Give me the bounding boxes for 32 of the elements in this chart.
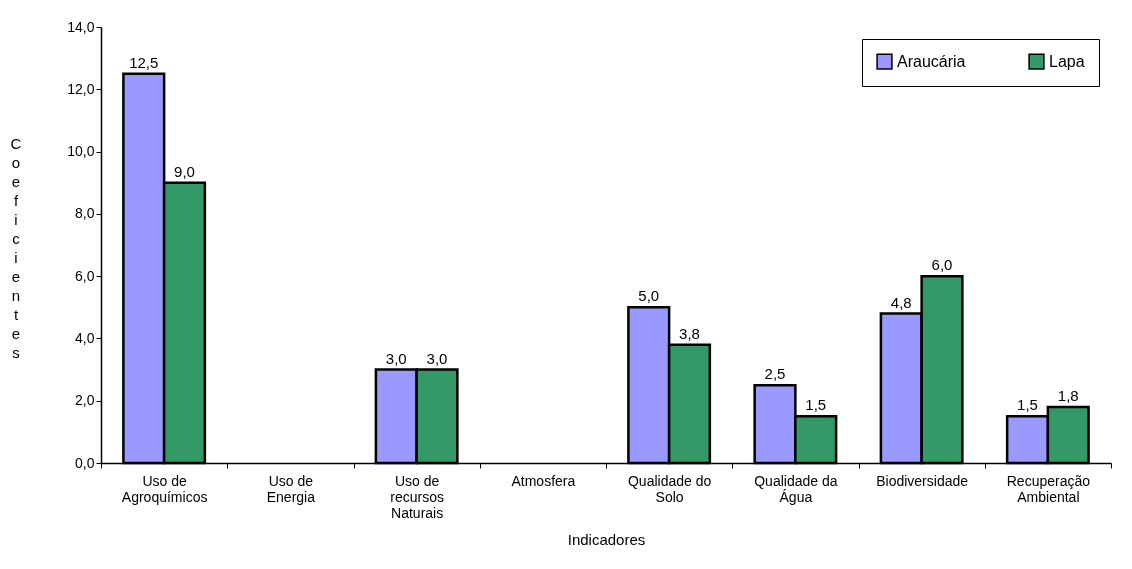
- data-label: 4,8: [890, 293, 912, 311]
- x-tick-label: Biodiversidade: [876, 472, 969, 489]
- data-label: 5,0: [638, 287, 660, 305]
- data-label: 1,8: [1057, 386, 1079, 404]
- y-tick-label: 14,0: [67, 18, 95, 35]
- y-tick-label: 6,0: [75, 267, 95, 284]
- y-tick-label: 10,0: [67, 143, 95, 160]
- text: Coeficientes: [10, 135, 22, 361]
- data-label: 3,8: [679, 324, 700, 342]
- y-tick-label: 0,0: [75, 454, 95, 471]
- data-label: 12,5: [129, 53, 159, 71]
- x-tick-label: Recuperação Ambiental: [1006, 472, 1091, 505]
- data-label: 1,5: [1017, 396, 1038, 414]
- data-label: 6,0: [931, 256, 953, 274]
- x-axis-title: Indicadores: [567, 530, 646, 548]
- data-label: 3,0: [426, 349, 448, 367]
- x-tick-label: Qualidade do Solo: [627, 472, 712, 505]
- legend-label: Araucária: [897, 52, 966, 70]
- x-tick-label: Uso de Agroquímicos: [121, 472, 208, 505]
- x-tick-label: Qualidade da Água: [754, 472, 838, 505]
- legend-label: Lapa: [1049, 52, 1085, 70]
- data-label: 1,5: [805, 396, 827, 414]
- y-tick-label: 2,0: [75, 392, 95, 409]
- data-label: 9,0: [174, 162, 195, 180]
- y-tick-label: 8,0: [75, 205, 95, 222]
- x-tick-label: Atmosfera: [511, 472, 576, 489]
- y-tick-label: 4,0: [75, 329, 95, 346]
- data-label: 2,5: [764, 365, 786, 383]
- y-tick-label: 12,0: [67, 80, 95, 97]
- data-label: 3,0: [385, 349, 407, 367]
- x-tick-label: Uso de Energia: [266, 472, 316, 505]
- x-tick-label: Uso de recursos Naturais: [390, 472, 444, 521]
